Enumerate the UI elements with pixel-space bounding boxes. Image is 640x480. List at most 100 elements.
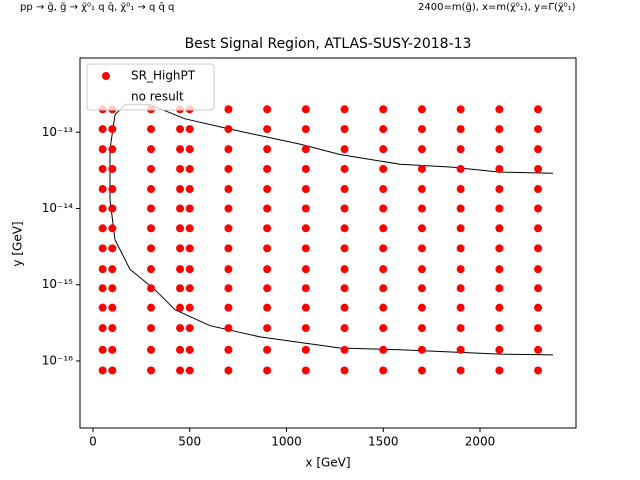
scatter-point [301,284,310,293]
scatter-point [340,145,349,154]
annotation: pp → g̃, g̃ → χ̃⁰₁ q q̄, χ̃⁰₁ → q q̄ q [20,1,174,13]
scatter-point [263,244,272,253]
scatter-point [185,366,194,375]
scatter-point [456,265,465,274]
scatter-point [417,105,426,114]
scatter-point [379,244,388,253]
scatter-point [379,204,388,213]
scatter-point [98,204,107,213]
scatter-point [495,303,504,312]
scatter-point [185,164,194,173]
annotation: 2400=m(g̃), x=m(χ̃⁰₁), y=Γ(χ̃⁰₁) [418,1,576,13]
scatter-point [108,366,117,375]
scatter-point [534,105,543,114]
y-tick-label: 10⁻¹⁴ [42,201,73,215]
scatter-point [495,284,504,293]
scatter-point [340,204,349,213]
scatter-point [534,303,543,312]
scatter-point [263,105,272,114]
scatter-point [417,224,426,233]
scatter-point [224,105,233,114]
scatter-point [534,185,543,194]
scatter-point [176,324,185,333]
scatter-point [224,145,233,154]
scatter-point [176,185,185,194]
scatter-point [263,164,272,173]
scatter-point [417,265,426,274]
scatter-point [98,224,107,233]
legend-marker [102,72,110,80]
scatter-point [301,324,310,333]
legend-marker [102,93,110,101]
scatter-point [340,265,349,274]
scatter-point [176,284,185,293]
scatter-point [340,345,349,354]
scatter-point [263,125,272,134]
scatter-point [379,265,388,274]
scatter-point [185,265,194,274]
scatter-point [379,145,388,154]
x-tick-label: 0 [89,435,97,449]
scatter-point [185,145,194,154]
scatter-point [495,145,504,154]
scatter-point [379,366,388,375]
scatter-point [263,284,272,293]
scatter-point [340,324,349,333]
scatter-point [224,185,233,194]
scatter-point [263,224,272,233]
legend-box [86,63,215,111]
scatter-point [301,164,310,173]
x-tick-label: 1500 [368,435,399,449]
scatter-point [224,265,233,274]
scatter-point [301,125,310,134]
y-tick-label: 10⁻¹⁶ [42,353,73,367]
scatter-point [301,105,310,114]
scatter-point [379,164,388,173]
scatter-point [224,366,233,375]
scatter-point [495,265,504,274]
scatter-point [495,125,504,134]
scatter-point [301,224,310,233]
scatter-point [340,125,349,134]
scatter-point [495,366,504,375]
scatter-point [176,244,185,253]
legend-label: no result [131,90,184,104]
scatter-point [456,125,465,134]
scatter-point [185,204,194,213]
scatter-point [417,125,426,134]
scatter-point [176,366,185,375]
scatter-point [108,265,117,274]
plot-area [98,104,554,375]
scatter-point [263,345,272,354]
y-tick-label: 10⁻¹⁵ [42,277,73,291]
scatter-point [301,303,310,312]
scatter-point [340,244,349,253]
scatter-point [456,204,465,213]
scatter-point [147,125,156,134]
scatter-point [340,105,349,114]
scatter-point [301,185,310,194]
scatter-point [176,204,185,213]
scatter-point [185,125,194,134]
scatter-point [147,324,156,333]
scatter-point [495,224,504,233]
scatter-point [379,345,388,354]
scatter-point [98,125,107,134]
scatter-point [98,303,107,312]
scatter-point [98,164,107,173]
scatter-point [379,324,388,333]
scatter-point [224,204,233,213]
scatter-point [147,366,156,375]
scatter-point [147,303,156,312]
scatter-point [456,345,465,354]
scatter-point [224,244,233,253]
scatter-point [108,345,117,354]
scatter-point [108,145,117,154]
scatter-point [495,164,504,173]
scatter-point [301,366,310,375]
scatter-point [108,204,117,213]
scatter-point [176,224,185,233]
scatter-point [263,265,272,274]
scatter-point [263,324,272,333]
scatter-point [456,224,465,233]
